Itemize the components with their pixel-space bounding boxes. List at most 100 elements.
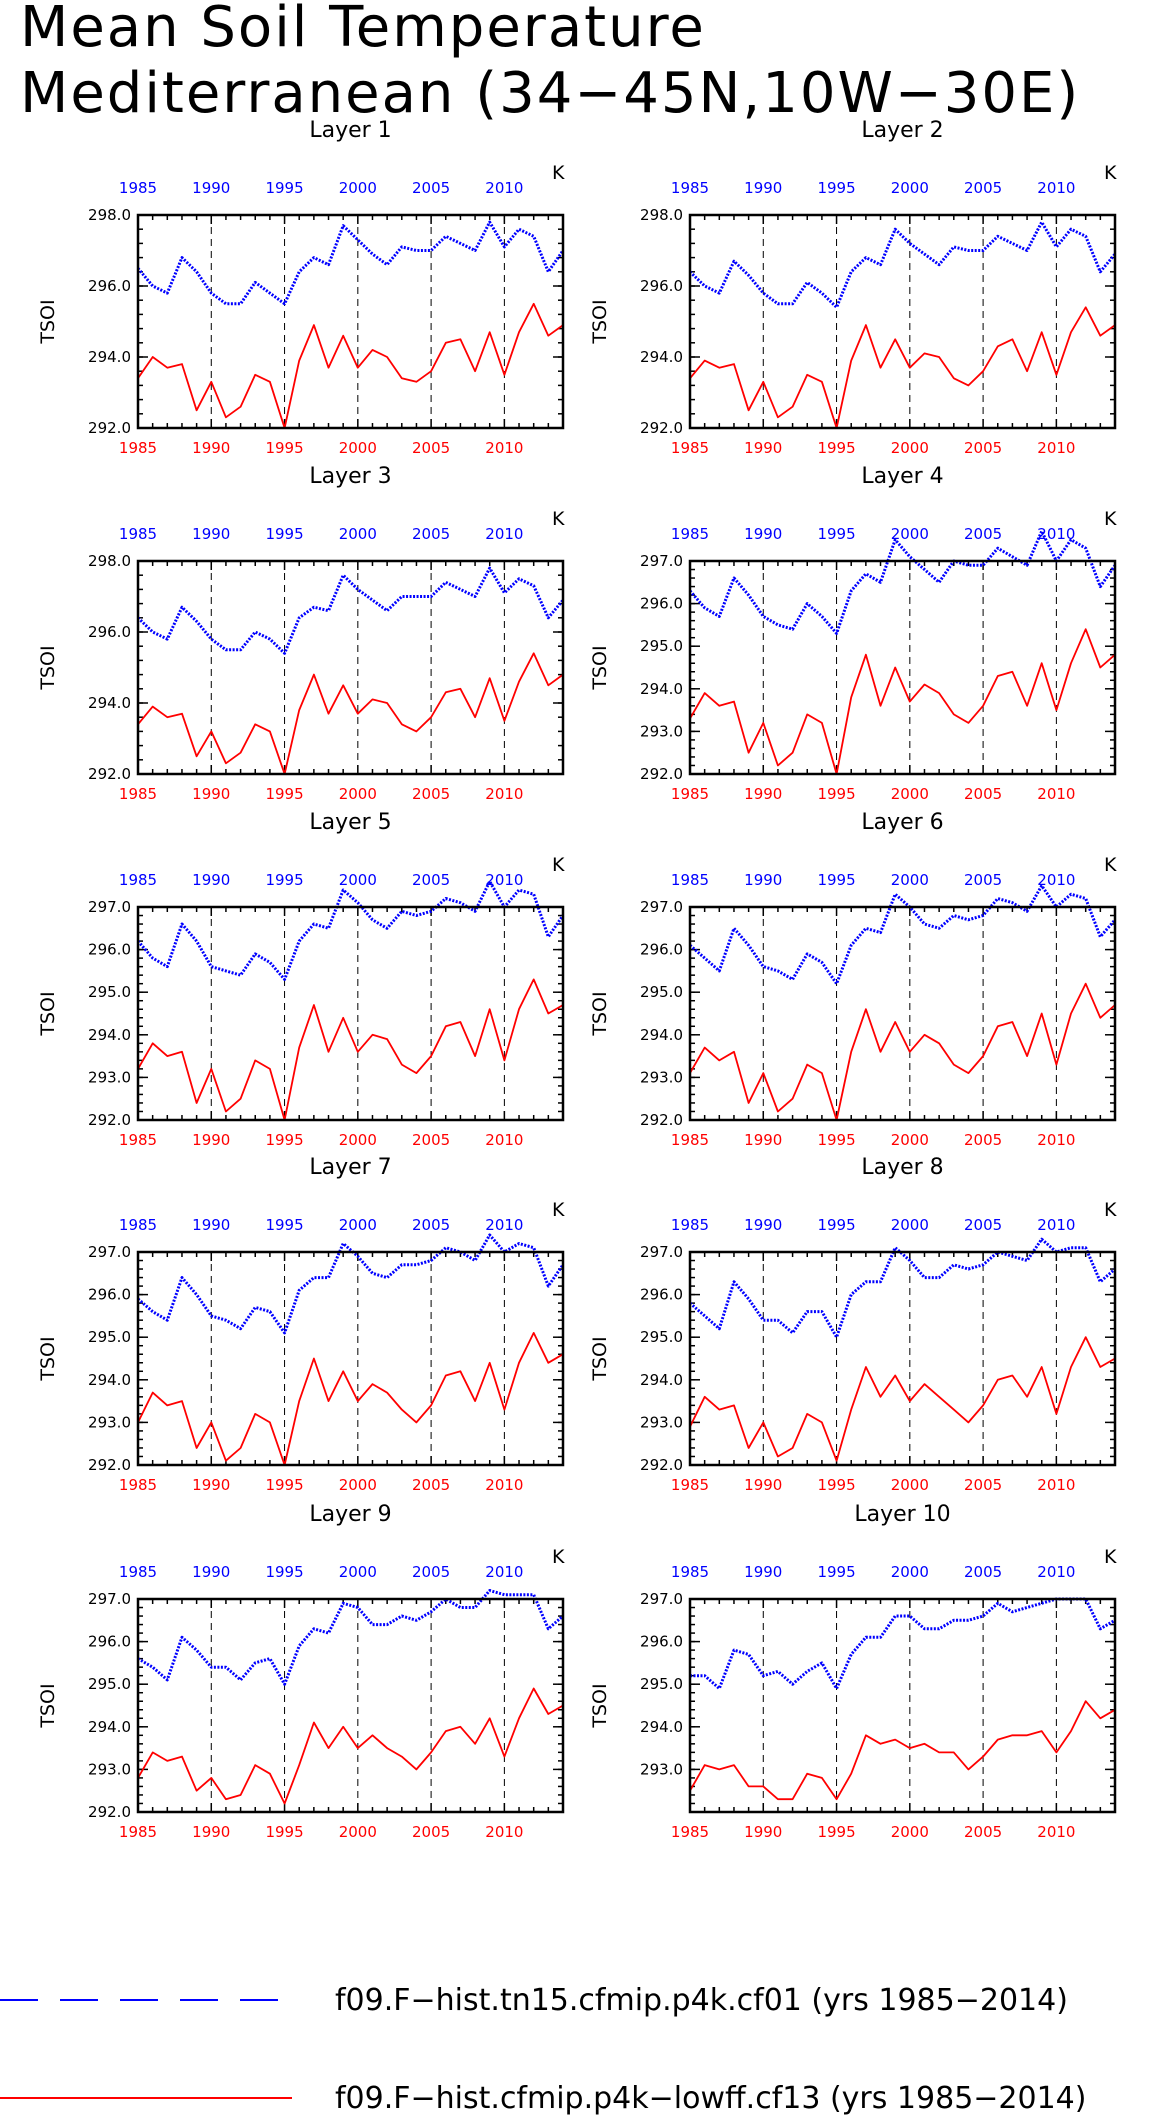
x-tick-label-bottom: 2000 <box>339 1131 377 1149</box>
x-tick-label-top: 2000 <box>339 179 377 197</box>
y-tick-label: 292.0 <box>640 1456 683 1474</box>
y-tick-label: 294.0 <box>640 680 683 698</box>
x-tick-label-bottom: 1995 <box>817 1476 855 1494</box>
x-tick-label-top: 1985 <box>671 179 709 197</box>
x-tick-label-top: 2005 <box>964 1563 1002 1581</box>
x-tick-label-top: 2000 <box>339 1563 377 1581</box>
x-tick-label-bottom: 1995 <box>265 1131 303 1149</box>
y-axis-label: TSOI <box>37 645 59 690</box>
y-tick-label: 292.0 <box>640 1111 683 1129</box>
y-tick-label: 296.0 <box>88 1633 131 1651</box>
x-tick-label-bottom: 1990 <box>744 439 782 457</box>
x-tick-label-bottom: 2000 <box>891 1823 929 1841</box>
y-tick-label: 296.0 <box>640 1286 683 1304</box>
series-line-red <box>689 1700 1116 1801</box>
series-line-blue <box>688 220 1117 309</box>
x-tick-label-top: 1985 <box>671 1563 709 1581</box>
unit-label: K <box>552 854 565 876</box>
y-tick-label: 294.0 <box>88 1718 131 1736</box>
x-tick-label-top: 2005 <box>412 1563 450 1581</box>
y-tick-label: 296.0 <box>88 277 131 295</box>
series-line-red <box>689 306 1116 429</box>
y-tick-label: 296.0 <box>88 941 131 959</box>
x-tick-label-bottom: 2010 <box>485 1476 523 1494</box>
plot-frame <box>688 1250 1117 1467</box>
series-line-blue <box>137 1233 565 1335</box>
x-tick-label-bottom: 2005 <box>412 785 450 803</box>
x-tick-label-bottom: 2010 <box>1037 1823 1075 1841</box>
y-axis-label: TSOI <box>589 645 611 690</box>
panel-layer-4: Layer 4 K TSOI 292.0 293.0 294.0 295.0 296.0 297… <box>589 464 1117 803</box>
legend: f09.F−hist.tn15.cfmip.p4k.cf01 (yrs 1985… <box>0 1983 1086 2116</box>
x-tick-label-bottom: 2010 <box>1037 439 1075 457</box>
x-tick-label-top: 2010 <box>485 1216 523 1234</box>
y-tick-label: 297.0 <box>88 898 131 916</box>
x-tick-label-top: 1995 <box>265 1563 303 1581</box>
series-line-red <box>137 1687 564 1805</box>
x-tick-label-top: 2000 <box>339 525 377 543</box>
y-tick-label: 298.0 <box>88 206 131 224</box>
y-tick-label: 293.0 <box>640 1413 683 1431</box>
x-tick-label-top: 2005 <box>412 525 450 543</box>
series-line-blue <box>137 1589 564 1686</box>
x-tick-label-bottom: 1990 <box>192 1131 230 1149</box>
x-tick-label-top: 1990 <box>192 1216 230 1234</box>
x-tick-label-bottom: 1995 <box>817 1823 855 1841</box>
x-tick-label-bottom: 2000 <box>891 1131 929 1149</box>
x-tick-label-bottom: 1995 <box>817 439 855 457</box>
y-tick-label: 293.0 <box>640 1068 683 1086</box>
x-tick-label-top: 1990 <box>744 525 782 543</box>
y-axis-label: TSOI <box>37 991 59 1036</box>
x-tick-label-top: 1990 <box>744 1563 782 1581</box>
x-tick-label-bottom: 2010 <box>1037 785 1075 803</box>
unit-label: K <box>1104 508 1117 530</box>
y-tick-label: 292.0 <box>640 419 683 437</box>
x-tick-label-bottom: 1985 <box>119 1476 157 1494</box>
x-tick-label-bottom: 1985 <box>671 439 709 457</box>
unit-label: K <box>1104 1199 1117 1221</box>
x-tick-label-bottom: 1985 <box>119 439 157 457</box>
series-line-red <box>689 982 1116 1121</box>
y-tick-label: 296.0 <box>640 1633 683 1651</box>
x-tick-label-top: 2000 <box>891 1563 929 1581</box>
x-tick-label-top: 1995 <box>265 1216 303 1234</box>
x-tick-label-top: 1995 <box>817 179 855 197</box>
x-tick-label-top: 2010 <box>1037 1563 1075 1581</box>
panel-title: Layer 1 <box>309 118 391 143</box>
x-tick-label-bottom: 1995 <box>817 1131 855 1149</box>
unit-label: K <box>1104 162 1117 184</box>
y-axis-label: TSOI <box>589 1683 611 1728</box>
unit-label: K <box>552 162 565 184</box>
y-tick-label: 294.0 <box>640 1026 683 1044</box>
y-tick-label: 296.0 <box>88 1286 131 1304</box>
x-tick-label-bottom: 1990 <box>744 1823 782 1841</box>
x-tick-label-bottom: 2010 <box>1037 1131 1075 1149</box>
x-tick-label-bottom: 1990 <box>192 1823 230 1841</box>
panel-title: Layer 3 <box>309 464 391 489</box>
y-tick-label: 293.0 <box>88 1068 131 1086</box>
series-line-red <box>689 1336 1116 1462</box>
plot-frame <box>688 213 1117 430</box>
x-tick-label-bottom: 2005 <box>964 1823 1002 1841</box>
y-tick-label: 298.0 <box>640 206 683 224</box>
plot-frame <box>688 905 1117 1122</box>
series-line-red <box>137 1332 564 1466</box>
panel-title: Layer 4 <box>861 464 943 489</box>
series-line-red <box>137 302 564 429</box>
panel-title: Layer 6 <box>861 810 943 835</box>
y-tick-label: 292.0 <box>88 1803 131 1821</box>
panel-layer-6: Layer 6 K TSOI 292.0 293.0 294.0 295.0 296.0 297… <box>589 810 1117 1149</box>
y-tick-label: 294.0 <box>640 1718 683 1736</box>
series-line-blue <box>136 566 565 655</box>
series-line-red <box>137 978 564 1121</box>
y-axis-label: TSOI <box>37 1683 59 1728</box>
x-tick-label-top: 1990 <box>744 871 782 889</box>
x-tick-label-top: 2010 <box>485 525 523 543</box>
panel-title: Layer 10 <box>854 1502 950 1527</box>
x-tick-label-top: 1995 <box>817 525 855 543</box>
plot-frame <box>136 213 565 430</box>
x-tick-label-top: 2000 <box>891 871 929 889</box>
y-tick-label: 295.0 <box>88 983 131 1001</box>
x-tick-label-bottom: 2010 <box>485 439 523 457</box>
